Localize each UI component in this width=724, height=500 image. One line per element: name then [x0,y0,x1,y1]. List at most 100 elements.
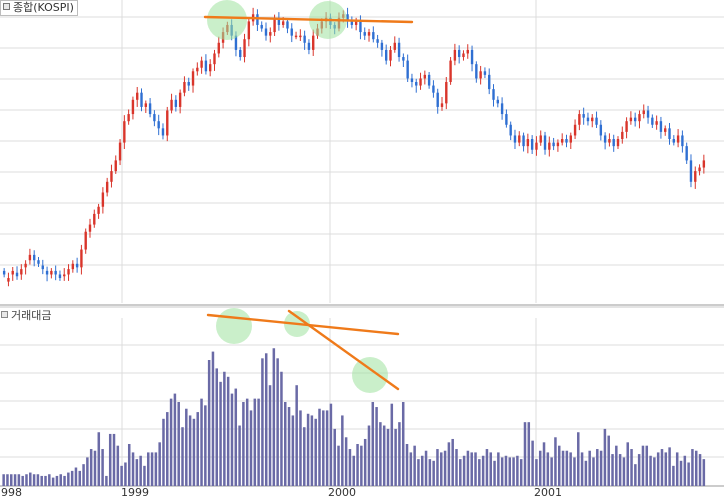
candle [191,71,195,86]
volume-bar [74,467,78,486]
volume-bar [504,455,508,486]
candle [286,21,289,29]
volume-bar [546,452,550,486]
volume-bar [637,454,641,486]
volume-bar [40,475,43,486]
x-tick-label: 1999 [121,486,149,499]
candle [127,114,130,122]
candle [457,49,461,58]
x-tick-label: 1998 [0,486,22,499]
candle [423,74,427,79]
volume-bar [325,410,329,486]
candle [440,103,444,107]
candle [530,139,534,150]
volume-bar [432,460,435,486]
volume-bar [557,445,561,486]
candle [359,21,362,33]
volume-bar [257,398,260,486]
candle [170,99,173,111]
candle [256,14,259,25]
volume-bar [29,472,32,486]
candle [140,92,143,107]
candle [419,78,422,86]
volume-bar [17,474,21,486]
volume-bar [287,407,291,486]
price-panel-marker-icon [3,3,10,10]
candle [445,81,448,104]
candle [415,81,418,86]
volume-bar [447,442,451,486]
volume-bar [390,403,394,486]
volume-bar [238,425,241,486]
volume-bar [417,459,420,486]
volume-bar [580,452,584,486]
volume-bar [641,445,645,486]
volume-bar [649,455,652,486]
volume-bar [291,415,295,486]
candle [449,60,452,82]
volume-bar [497,452,500,486]
candle [470,49,474,65]
candle [11,270,14,275]
candle [526,139,530,147]
candle [93,213,96,225]
volume-bar [93,450,97,486]
volume-bar [565,450,569,486]
volume-bar [310,415,314,486]
candle [299,35,302,38]
candle [483,71,487,75]
volume-bar [436,449,439,486]
volume-bar [615,445,618,486]
volume-bar [683,455,687,486]
volume-bar [382,425,386,486]
volume-panel-title-text: 거래대금 [11,309,52,322]
candle [24,263,27,268]
candle [552,142,555,147]
volume-bar [599,450,603,486]
candle [406,60,409,79]
candle [543,135,547,150]
candle [67,269,70,275]
candle [689,160,693,182]
candle [144,103,148,107]
candle [453,49,457,61]
volume-bar [166,412,169,486]
volume-bar [386,428,390,486]
candle [54,270,57,275]
volume-bar [451,438,454,486]
trend-line [287,309,400,391]
volume-bar [48,474,51,486]
volume-bar [352,455,356,486]
candle [595,117,598,125]
volume-bar [143,465,146,486]
volume-bar [360,445,363,486]
volume-bar [554,437,557,486]
candle [380,42,384,50]
candle [586,117,590,122]
volume-bar [356,444,359,486]
volume-bar [531,440,534,486]
candle [389,49,392,61]
volume-bar [32,474,36,486]
candle [118,142,122,161]
candle [58,274,62,279]
candle [41,265,44,270]
candle [84,231,87,250]
volume-bar [405,444,409,486]
volume-bar [691,449,694,486]
volume-bar [82,464,85,486]
candle [32,254,36,261]
volume-bar [13,474,17,486]
volume-bar [596,449,599,486]
volume-bar [618,454,622,486]
candle [603,135,607,143]
volume-bar [196,412,199,486]
candle [346,14,349,22]
candle [402,57,405,61]
volume-bar [6,474,9,486]
candle [294,35,298,38]
volume-bar [215,368,219,486]
highlight-circle [216,308,252,344]
candle [213,53,216,65]
volume-bar [375,407,378,486]
